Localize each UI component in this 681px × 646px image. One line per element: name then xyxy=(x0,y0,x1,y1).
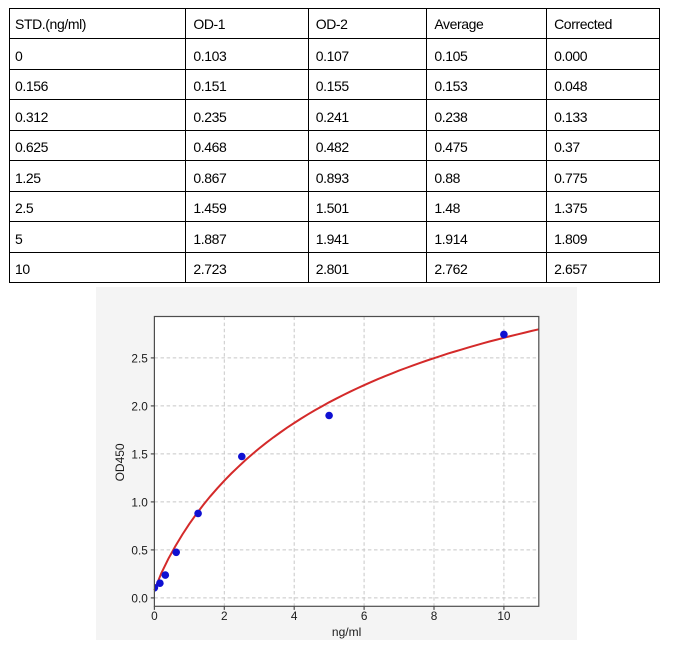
svg-text:0.0: 0.0 xyxy=(131,592,148,606)
svg-text:8: 8 xyxy=(431,609,438,623)
svg-text:1.0: 1.0 xyxy=(131,496,148,510)
svg-text:OD450: OD450 xyxy=(113,443,127,481)
svg-text:0.5: 0.5 xyxy=(131,544,148,558)
svg-text:4: 4 xyxy=(291,609,298,623)
svg-text:ng/ml: ng/ml xyxy=(332,625,361,639)
svg-text:1.5: 1.5 xyxy=(131,448,148,462)
svg-text:0: 0 xyxy=(151,609,158,623)
svg-text:10: 10 xyxy=(497,609,511,623)
svg-text:2.0: 2.0 xyxy=(131,400,148,414)
svg-text:2: 2 xyxy=(221,609,228,623)
svg-text:2.5: 2.5 xyxy=(131,352,148,366)
svg-text:6: 6 xyxy=(361,609,368,623)
